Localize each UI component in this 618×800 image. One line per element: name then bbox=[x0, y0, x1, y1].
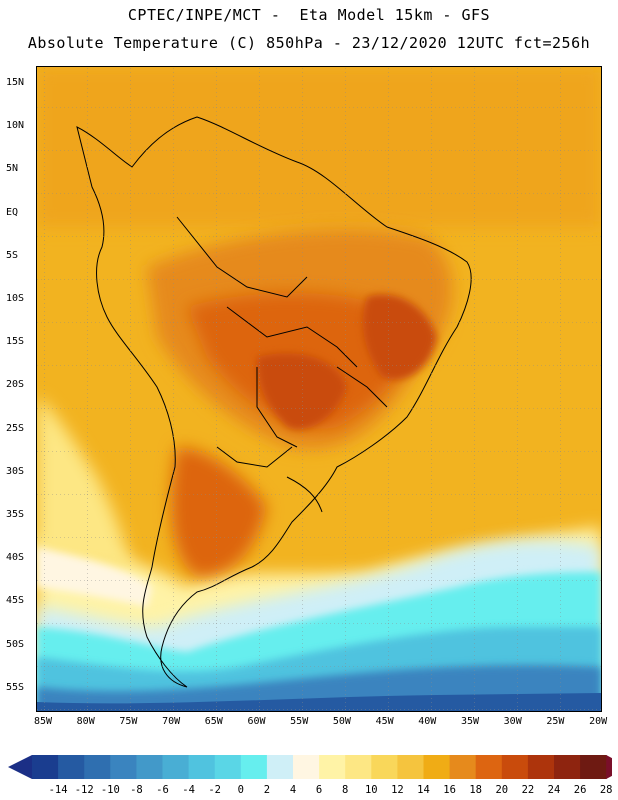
colorbar-tick-label: -8 bbox=[130, 784, 143, 796]
colorbar-swatch bbox=[397, 755, 424, 779]
colorbar-tick-label: 22 bbox=[521, 784, 535, 796]
colorbar-swatch bbox=[188, 755, 216, 779]
map-title: CPTEC/INPE/MCT - Eta Model 15km - GFS bbox=[127, 6, 491, 24]
longitude-label: 75W bbox=[119, 716, 138, 727]
colorbar-swatch bbox=[58, 755, 85, 779]
latitude-label: EQ bbox=[6, 206, 19, 218]
colorbar-swatch bbox=[110, 755, 137, 779]
colorbar-swatch bbox=[293, 755, 320, 779]
colorbar-swatch bbox=[32, 755, 59, 779]
colorbar-swatch bbox=[240, 755, 268, 779]
colorbar-tick-label: -14 bbox=[48, 784, 68, 796]
colorbar-swatch bbox=[136, 755, 163, 779]
colorbar-tick-label: -10 bbox=[100, 784, 120, 796]
latitude-label: 15N bbox=[6, 77, 25, 88]
map-canvas bbox=[37, 67, 601, 711]
latitude-label: 30S bbox=[6, 465, 25, 477]
colorbar-tick-label: 24 bbox=[547, 784, 561, 796]
latitude-label: 15S bbox=[6, 336, 25, 348]
colorbar-tick-label: 18 bbox=[469, 784, 483, 796]
latitude-label: 5N bbox=[6, 163, 19, 175]
longitude-label: 80W bbox=[76, 716, 95, 727]
longitude-label: 30W bbox=[503, 716, 522, 727]
colorbar-tick-label: 0 bbox=[237, 784, 244, 796]
colorbar-swatch bbox=[84, 755, 111, 779]
latitude-label: 10S bbox=[6, 293, 25, 304]
colorbar-tick-label: -12 bbox=[74, 784, 94, 796]
latitude-label: 45S bbox=[6, 595, 25, 607]
longitude-label: 45W bbox=[375, 716, 394, 727]
latitude-label: 5S bbox=[6, 249, 19, 261]
colorbar-swatch bbox=[501, 755, 529, 779]
temperature-colorbar bbox=[8, 755, 612, 779]
colorbar-swatch bbox=[214, 755, 242, 779]
colorbar-swatch bbox=[345, 755, 372, 779]
colorbar-tick-label: 26 bbox=[573, 784, 587, 796]
colorbar-swatch bbox=[371, 755, 398, 779]
latitude-label: 55S bbox=[6, 681, 25, 693]
colorbar-swatch bbox=[475, 755, 503, 779]
latitude-label: 25S bbox=[6, 422, 25, 434]
colorbar-swatch bbox=[162, 755, 190, 779]
lat-lon-grid bbox=[37, 67, 601, 711]
colorbar-swatch bbox=[319, 755, 346, 779]
colorbar-tick-label: 14 bbox=[417, 784, 430, 796]
colorbar-tick-label: -6 bbox=[156, 784, 169, 796]
longitude-label: 65W bbox=[204, 716, 223, 727]
colorbar-tick-label: 10 bbox=[364, 784, 378, 796]
longitude-label: 55W bbox=[290, 716, 309, 727]
colorbar-swatch bbox=[580, 755, 607, 779]
colorbar-tick-label: 12 bbox=[391, 784, 404, 796]
colorbar-tick-label: 2 bbox=[263, 784, 271, 796]
colorbar-swatch bbox=[423, 755, 451, 779]
longitude-label: 60W bbox=[247, 716, 266, 727]
colorbar-tick-label: -2 bbox=[208, 784, 222, 796]
map-subtitle: Absolute Temperature (C) 850hPa - 23/12/… bbox=[27, 34, 591, 52]
colorbar-swatch bbox=[554, 755, 581, 779]
colorbar-swatch bbox=[266, 755, 294, 779]
longitude-label: 35W bbox=[460, 716, 480, 727]
colorbar-tick-label: 4 bbox=[289, 784, 297, 796]
colorbar-tick-label: 8 bbox=[342, 784, 349, 796]
longitude-label: 40W bbox=[418, 716, 437, 727]
colorbar-tick-label: 6 bbox=[315, 784, 323, 796]
colorbar-tick-label: 20 bbox=[495, 784, 509, 796]
temperature-map bbox=[36, 66, 602, 712]
latitude-label: 50S bbox=[6, 638, 25, 650]
colorbar-tick-label: 16 bbox=[443, 784, 456, 796]
longitude-label: 70W bbox=[162, 716, 181, 727]
longitude-label: 85W bbox=[33, 716, 53, 727]
longitude-label: 50W bbox=[332, 716, 351, 727]
longitude-label: 25W bbox=[546, 716, 565, 727]
latitude-label: 10N bbox=[6, 120, 25, 132]
colorbar-swatch bbox=[449, 755, 477, 779]
latitude-label: 20S bbox=[6, 379, 25, 391]
latitude-label: 35S bbox=[6, 509, 25, 520]
latitude-label: 40S bbox=[6, 552, 25, 564]
colorbar-tick-label: 28 bbox=[599, 784, 613, 796]
colorbar-max-arrow bbox=[606, 755, 612, 779]
colorbar-swatch bbox=[527, 755, 555, 779]
colorbar-min-arrow bbox=[8, 755, 32, 779]
colorbar-tick-label: -4 bbox=[182, 784, 195, 796]
longitude-label: 20W bbox=[589, 716, 608, 727]
